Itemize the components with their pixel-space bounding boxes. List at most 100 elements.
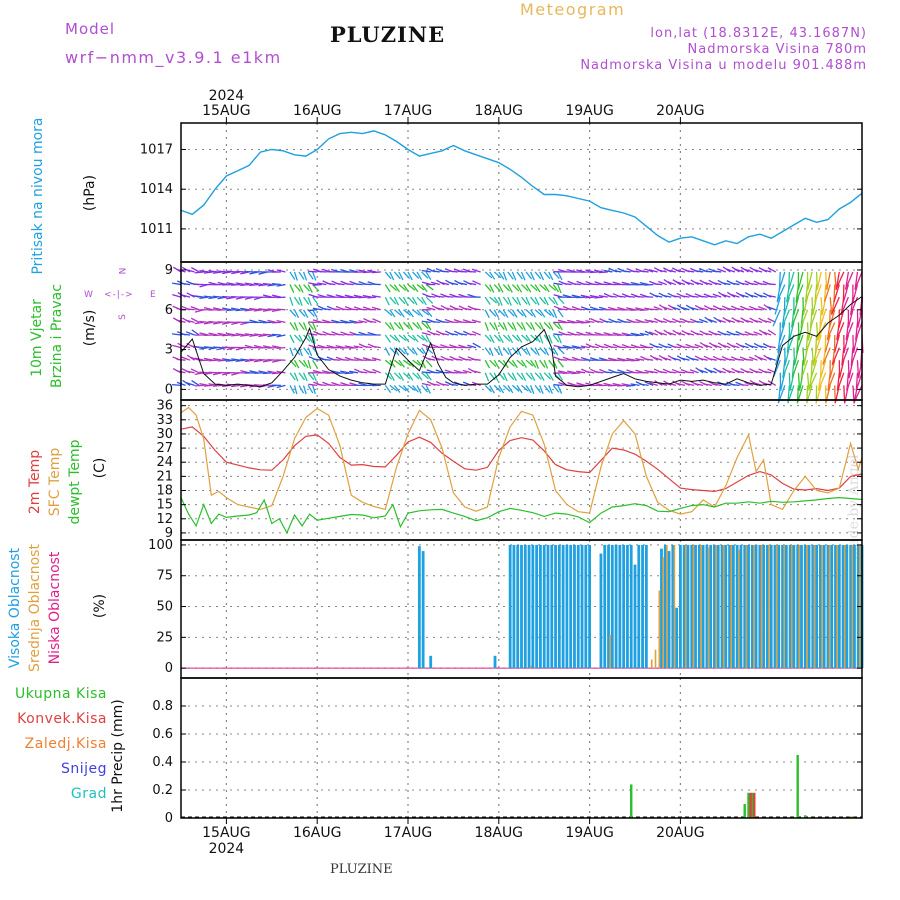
wind-arrow <box>371 295 381 298</box>
wind-arrow <box>398 372 405 381</box>
wind-arrow <box>521 334 529 342</box>
wind-arrow <box>267 346 277 349</box>
wind-arrow <box>748 344 758 349</box>
cloud-bar <box>811 544 815 669</box>
wind-arrow <box>221 358 232 361</box>
cloud-bar <box>851 544 854 669</box>
wind-arrow <box>208 320 218 324</box>
wind-arrow <box>199 269 209 273</box>
cloud-bar <box>822 544 826 669</box>
wind-arrow <box>676 382 686 387</box>
wind-arrow <box>203 384 213 387</box>
cloud-bar <box>826 544 830 669</box>
precip-legend-convective: Konvek.Kisa <box>17 711 107 727</box>
wind-arrow <box>398 347 406 355</box>
wind-arrow <box>598 295 608 298</box>
wind-arrow <box>307 334 314 344</box>
y-tick-label: 50 <box>156 600 173 615</box>
wind-arrow <box>421 332 431 336</box>
wind-arrow <box>293 309 300 319</box>
wind-arrow <box>271 372 281 375</box>
wind-arrow <box>553 282 563 286</box>
wind-arrow <box>571 333 581 336</box>
cloud-bar <box>644 544 648 669</box>
wind-arrow <box>511 284 520 292</box>
wind-arrow <box>557 284 562 294</box>
wind-arrow <box>621 383 631 387</box>
cloud-bar <box>421 551 425 669</box>
wind-arrow <box>662 306 672 311</box>
wind-arrow <box>230 283 241 286</box>
cloud-bar <box>813 544 816 669</box>
cloud-bar <box>709 544 713 669</box>
wind-arrow <box>416 334 425 341</box>
wind-arrow <box>680 306 690 311</box>
cloud-bar <box>737 549 740 669</box>
cloud-bar <box>766 544 769 669</box>
wind-arrow <box>262 333 272 336</box>
wind-arrow <box>502 309 509 318</box>
cloud-bar <box>637 544 641 669</box>
wind-arrow <box>453 307 463 311</box>
wind-arrow <box>530 372 536 382</box>
wind-arrow <box>566 346 577 349</box>
wind-arrow <box>217 296 227 300</box>
wind-arrow <box>421 296 427 306</box>
wind-arrow <box>498 309 506 317</box>
wind-arrow <box>498 359 506 367</box>
wind-arrow <box>258 334 268 338</box>
wind-arrow <box>412 309 421 316</box>
wind-arrow <box>680 295 690 298</box>
wind-arrow <box>676 331 686 336</box>
wind-arrow <box>543 385 551 393</box>
wind-arrow <box>253 282 263 286</box>
wind-arrow <box>838 309 845 328</box>
wind-arrow <box>502 334 511 342</box>
wind-arrow <box>680 357 690 361</box>
wind-arrow <box>712 344 722 349</box>
wind-arrow <box>507 321 514 330</box>
wind-arrow <box>694 343 704 349</box>
meteogram-label: Meteogram <box>520 0 626 19</box>
wind-arrow <box>249 358 259 361</box>
wind-arrow <box>835 271 845 289</box>
wind-arrow <box>703 344 713 349</box>
wind-arrow <box>721 332 731 336</box>
bottom-day-label: 15AUG <box>202 825 251 841</box>
altitude-label: Nadmorska Visina 780m <box>687 42 867 57</box>
wind-arrow <box>530 359 537 368</box>
wind-arrow <box>407 284 416 291</box>
wind-arrow <box>612 320 622 324</box>
top-day-label: 16AUG <box>293 103 342 119</box>
cloud-bar <box>584 544 588 669</box>
wind-arrow <box>676 281 686 286</box>
wind-arrow <box>393 359 402 367</box>
wind-arrow <box>231 358 241 361</box>
wind-arrow <box>716 307 726 311</box>
wind-arrow <box>753 319 763 324</box>
wind-arrow <box>293 271 298 281</box>
temp-2m-line <box>180 426 863 493</box>
wind-arrow <box>230 296 241 298</box>
wind-arrow <box>326 282 336 286</box>
wind-arrow <box>407 309 414 318</box>
wind-arrow <box>557 347 565 355</box>
cloud-bar <box>747 544 750 669</box>
cloud-bar <box>520 544 523 669</box>
precip-bar <box>747 792 750 818</box>
wind-arrow <box>249 334 259 337</box>
wind-arrow <box>389 359 396 368</box>
wind-arrow <box>289 334 295 344</box>
wind-arrow <box>403 372 411 380</box>
wind-arrow <box>240 283 250 286</box>
wind-arrow <box>612 382 622 387</box>
wind-arrow <box>367 269 377 273</box>
wind-arrow <box>407 322 414 331</box>
wind-arrow <box>289 296 294 306</box>
wind-arrow <box>621 359 631 362</box>
wind-arrow <box>289 271 296 280</box>
wind-arrow <box>312 358 322 361</box>
wind-arrow <box>489 347 494 357</box>
wind-arrow <box>539 322 545 331</box>
wind-arrow <box>425 385 431 394</box>
